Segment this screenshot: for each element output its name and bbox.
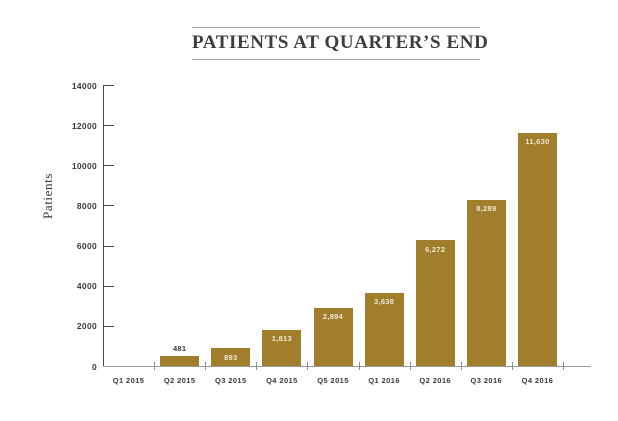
- y-tick-mark: [104, 85, 114, 86]
- y-axis-tick-label: 10000: [71, 160, 97, 171]
- chart-title: PATIENTS AT QUARTER’S END: [192, 32, 489, 53]
- x-axis-tick-label: Q2 2015: [163, 376, 196, 385]
- bar: [364, 292, 404, 366]
- y-axis-tick-label: 6000: [76, 241, 97, 252]
- bar: [160, 356, 200, 366]
- x-tick-mark: [460, 362, 462, 370]
- chart-title-block: PATIENTS AT QUARTER’S END: [192, 27, 489, 60]
- bar-value-label: 11,630: [525, 137, 550, 147]
- y-axis-tick-label: 0: [91, 361, 97, 372]
- bar: [466, 199, 506, 366]
- y-tick-mark: [104, 245, 114, 247]
- x-axis-tick-label: Q4 2016: [521, 376, 554, 385]
- bar-value-label: 481: [172, 344, 187, 354]
- x-tick-mark: [205, 362, 207, 370]
- title-rule-bottom: [192, 59, 480, 60]
- bar: [517, 132, 557, 366]
- x-tick-mark: [307, 362, 309, 370]
- x-axis-tick-label: Q1 2016: [368, 376, 400, 385]
- y-axis-tick-label: 8000: [76, 200, 97, 211]
- x-axis-tick-label: Q3 2016: [470, 376, 503, 385]
- y-axis-tick-label: 2000: [76, 321, 97, 332]
- y-tick-mark: [104, 285, 114, 287]
- x-tick-mark: [563, 362, 564, 370]
- x-axis-tick-label: Q1 2015: [112, 376, 145, 385]
- x-tick-mark: [358, 362, 360, 370]
- y-tick-mark: [104, 205, 114, 207]
- x-axis-tick-label: Q5 2015: [317, 376, 349, 385]
- x-tick-mark: [511, 362, 513, 370]
- y-axis-line: [103, 85, 104, 367]
- x-tick-mark: [154, 362, 156, 370]
- title-rule-top: [192, 27, 480, 28]
- y-axis-tick-label: 14000: [71, 80, 97, 91]
- y-axis-tick-label: 12000: [71, 120, 97, 131]
- x-axis-line: [103, 366, 591, 367]
- y-axis-tick-label: 4000: [76, 281, 97, 292]
- x-tick-mark: [409, 362, 411, 370]
- bar-value-label: 6,272: [425, 244, 446, 254]
- x-axis-tick-label: Q2 2016: [419, 376, 451, 385]
- y-tick-mark: [104, 125, 114, 127]
- bar: [313, 307, 353, 366]
- bar-value-label: 1,813: [271, 334, 293, 344]
- bar: [262, 329, 302, 366]
- x-axis-tick-label: Q3 2015: [214, 376, 247, 385]
- bar: [415, 240, 455, 366]
- y-axis-title: Patients: [40, 173, 55, 219]
- bar: [211, 348, 251, 366]
- y-tick-mark: [104, 325, 114, 327]
- y-tick-mark: [104, 165, 114, 167]
- x-tick-mark: [256, 362, 258, 370]
- bar-value-label: 3,638: [373, 297, 395, 307]
- bar-value-label: 8,289: [476, 204, 497, 214]
- bar-value-label: 893: [224, 352, 238, 362]
- bar-value-label: 2,894: [322, 312, 344, 322]
- x-axis-tick-label: Q4 2015: [266, 376, 298, 385]
